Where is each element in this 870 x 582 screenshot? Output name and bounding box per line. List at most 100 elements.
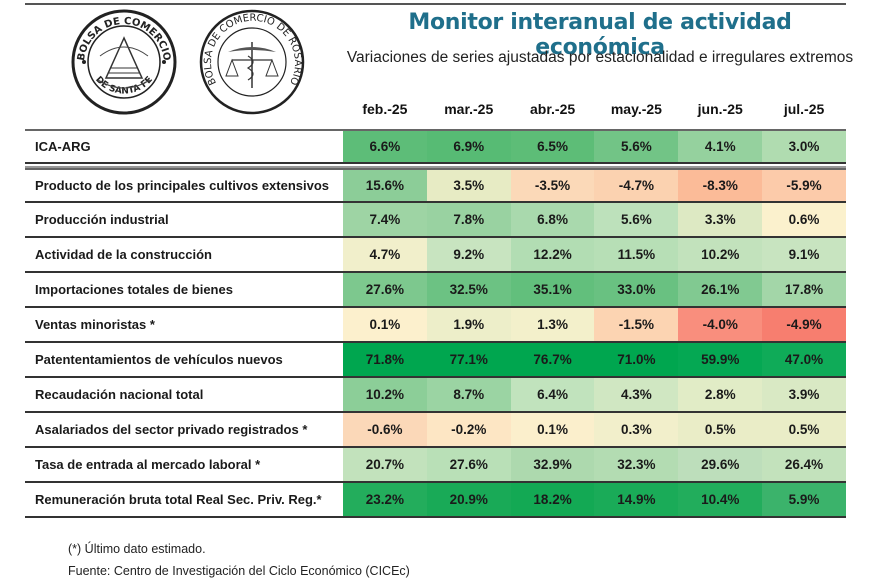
heatmap-cell: 26.1% [678, 273, 763, 306]
page-subtitle: Variaciones de series ajustadas por esta… [346, 49, 854, 66]
heatmap-cell: 14.9% [594, 483, 679, 516]
heatmap-cell: -1.5% [594, 308, 679, 341]
heatmap-cell: 1.3% [510, 308, 595, 341]
heatmap-cell: 32.9% [510, 448, 595, 481]
column-headers: feb.-25 mar.-25 abr.-25 may.-25 jun.-25 jul.-… [343, 101, 846, 121]
heatmap-cell: 5.6% [594, 131, 679, 162]
table-row: Producto de los principales cultivos ext… [25, 168, 846, 203]
table-row: Ventas minoristas * 0.1% 1.9% 1.3% -1.5% -4.0… [25, 308, 846, 343]
footnote-source: Fuente: Centro de Investigación del Cicl… [68, 564, 410, 578]
heatmap-cell: 23.2% [343, 483, 427, 516]
row-label: Ventas minoristas * [35, 317, 155, 332]
column-header: jun.-25 [697, 101, 743, 117]
heatmap-cell: 32.5% [426, 273, 511, 306]
heatmap-cell: -3.5% [510, 170, 595, 201]
heatmap-cell: 20.7% [343, 448, 427, 481]
heatmap-cell: 8.7% [426, 378, 511, 411]
heatmap-cell: 18.2% [510, 483, 595, 516]
heatmap-cell: 6.9% [426, 131, 511, 162]
heatmap-cell: 35.1% [510, 273, 595, 306]
heatmap-cell: 5.9% [762, 483, 846, 516]
page-title: Monitor interanual de actividad económic… [408, 10, 792, 60]
heatmap-cell: -0.6% [343, 413, 427, 446]
heatmap-cell: 7.4% [343, 203, 427, 236]
heatmap-cell: 7.8% [426, 203, 511, 236]
top-divider [25, 3, 846, 5]
heatmap-cell: 2.8% [678, 378, 763, 411]
table-row: Importaciones totales de bienes 27.6% 32.5… [25, 273, 846, 308]
heatmap-cell: 77.1% [426, 343, 511, 376]
bolsa-santa-fe-seal-icon: BOLSA DE COMERCIO DE SANTA FE [71, 9, 177, 115]
heatmap-cell: 26.4% [762, 448, 846, 481]
heatmap-cell: -4.9% [762, 308, 846, 341]
table-row: ICA-ARG 6.6% 6.9% 6.5% 5.6% 4.1% 3.0% [25, 129, 846, 164]
heatmap-cell: 20.9% [426, 483, 511, 516]
heatmap-cell: 3.3% [678, 203, 763, 236]
heatmap-cell: 10.2% [678, 238, 763, 271]
heatmap-cell: 0.3% [594, 413, 679, 446]
heatmap-cell: 59.9% [678, 343, 763, 376]
heatmap-cell: 10.4% [678, 483, 763, 516]
heatmap-cell: 1.9% [426, 308, 511, 341]
heatmap-cell: 10.2% [343, 378, 427, 411]
heatmap-cell: 3.5% [426, 170, 511, 201]
row-label: ICA-ARG [35, 139, 91, 154]
heatmap-cell: 17.8% [762, 273, 846, 306]
row-label: Recaudación nacional total [35, 387, 204, 402]
column-header: jul.-25 [783, 101, 825, 117]
heatmap-cell: 6.5% [510, 131, 595, 162]
heatmap-cell: 5.6% [594, 203, 679, 236]
column-header: may.-25 [610, 101, 662, 117]
table-row: Remuneración bruta total Real Sec. Priv.… [25, 483, 846, 518]
heatmap-cell: 4.3% [594, 378, 679, 411]
heatmap-cell: 0.5% [762, 413, 846, 446]
heatmap-cell: 47.0% [762, 343, 846, 376]
heatmap-cell: 0.5% [678, 413, 763, 446]
row-label: Producción industrial [35, 212, 169, 227]
heatmap-cell: 9.2% [426, 238, 511, 271]
heatmap-cell: 4.7% [343, 238, 427, 271]
heatmap-cell: 0.1% [343, 308, 427, 341]
row-separator [25, 164, 846, 168]
row-label: Patententamientos de vehículos nuevos [35, 352, 283, 367]
heatmap-table: ICA-ARG 6.6% 6.9% 6.5% 5.6% 4.1% 3.0% Producto … [25, 129, 846, 518]
row-label: Asalariados del sector privado registrad… [35, 422, 308, 437]
row-label: Actividad de la construcción [35, 247, 212, 262]
table-row: Producción industrial 7.4% 7.8% 6.8% 5.6% 3.3… [25, 203, 846, 238]
heatmap-cell: 4.1% [678, 131, 763, 162]
heatmap-cell: 3.9% [762, 378, 846, 411]
heatmap-cell: 12.2% [510, 238, 595, 271]
footnote-estimate: (*) Último dato estimado. [68, 542, 206, 556]
column-header: mar.-25 [444, 101, 494, 117]
heatmap-cell: 3.0% [762, 131, 846, 162]
heatmap-cell: -5.9% [762, 170, 846, 201]
row-label: Producto de los principales cultivos ext… [35, 178, 330, 193]
heatmap-cell: 71.0% [594, 343, 679, 376]
footnotes: (*) Último dato estimado. Fuente: Centro… [68, 538, 410, 582]
heatmap-cell: 27.6% [426, 448, 511, 481]
column-header: feb.-25 [362, 101, 408, 117]
heatmap-cell: 6.8% [510, 203, 595, 236]
table-row: Asalariados del sector privado registrad… [25, 413, 846, 448]
row-label: Tasa de entrada al mercado laboral * [35, 457, 261, 472]
heatmap-cell: 76.7% [510, 343, 595, 376]
column-header: abr.-25 [530, 101, 576, 117]
table-row: Actividad de la construcción 4.7% 9.2% 12.2… [25, 238, 846, 273]
table-row: Tasa de entrada al mercado laboral * 20.7… [25, 448, 846, 483]
heatmap-cell: -4.0% [678, 308, 763, 341]
row-label: Importaciones totales de bienes [35, 282, 233, 297]
heatmap-cell: 11.5% [594, 238, 679, 271]
heatmap-cell: 71.8% [343, 343, 427, 376]
heatmap-cell: 6.4% [510, 378, 595, 411]
heatmap-cell: 33.0% [594, 273, 679, 306]
table-row: Patententamientos de vehículos nuevos 71.… [25, 343, 846, 378]
row-label: Remuneración bruta total Real Sec. Priv.… [35, 492, 322, 507]
heatmap-cell: -8.3% [678, 170, 763, 201]
table-row: Recaudación nacional total 10.2% 8.7% 6.4% 4… [25, 378, 846, 413]
heatmap-cell: -0.2% [426, 413, 511, 446]
bolsa-rosario-seal-icon: BOLSA DE COMERCIO DE ROSARIO [199, 9, 305, 115]
heatmap-cell: 27.6% [343, 273, 427, 306]
heatmap-cell: 29.6% [678, 448, 763, 481]
heatmap-cell: 0.1% [510, 413, 595, 446]
heatmap-cell: 6.6% [343, 131, 427, 162]
